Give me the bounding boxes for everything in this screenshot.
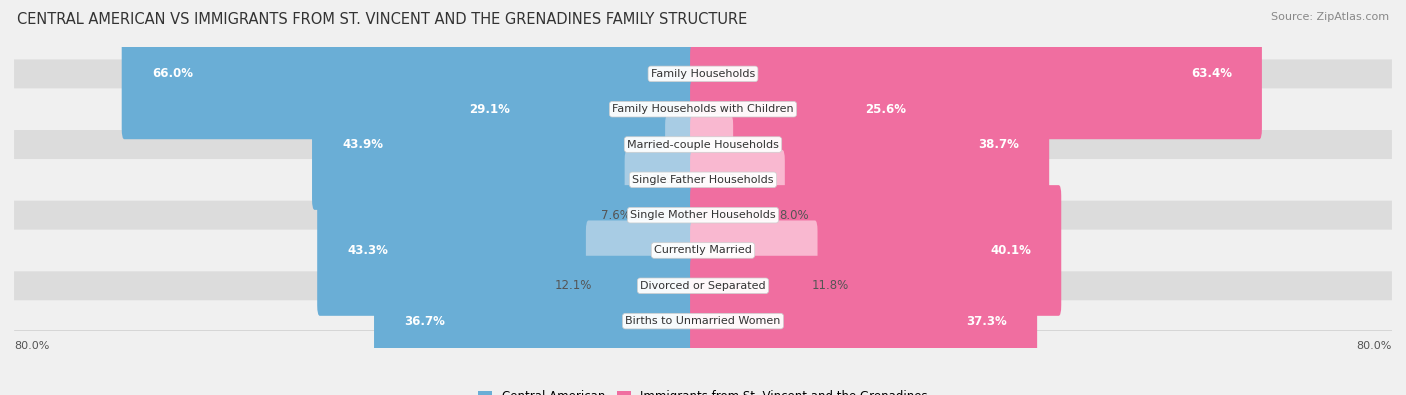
FancyBboxPatch shape bbox=[440, 44, 716, 175]
FancyBboxPatch shape bbox=[14, 166, 1392, 194]
FancyBboxPatch shape bbox=[318, 185, 716, 316]
Text: Single Mother Households: Single Mother Households bbox=[630, 210, 776, 220]
Text: 8.0%: 8.0% bbox=[779, 209, 808, 222]
FancyBboxPatch shape bbox=[586, 220, 716, 351]
FancyBboxPatch shape bbox=[14, 130, 1392, 159]
Text: 12.1%: 12.1% bbox=[554, 279, 592, 292]
FancyBboxPatch shape bbox=[14, 307, 1392, 336]
Text: 38.7%: 38.7% bbox=[979, 138, 1019, 151]
FancyBboxPatch shape bbox=[14, 59, 1392, 88]
Text: 43.3%: 43.3% bbox=[347, 244, 388, 257]
Text: 37.3%: 37.3% bbox=[966, 314, 1007, 327]
FancyBboxPatch shape bbox=[690, 220, 817, 351]
Text: CENTRAL AMERICAN VS IMMIGRANTS FROM ST. VINCENT AND THE GRENADINES FAMILY STRUCT: CENTRAL AMERICAN VS IMMIGRANTS FROM ST. … bbox=[17, 12, 747, 27]
Text: 80.0%: 80.0% bbox=[1357, 341, 1392, 351]
Text: 2.0%: 2.0% bbox=[727, 173, 756, 186]
FancyBboxPatch shape bbox=[690, 185, 1062, 316]
Text: 80.0%: 80.0% bbox=[14, 341, 49, 351]
Text: 29.1%: 29.1% bbox=[470, 103, 510, 116]
FancyBboxPatch shape bbox=[14, 201, 1392, 229]
Text: 11.8%: 11.8% bbox=[811, 279, 849, 292]
Text: Divorced or Separated: Divorced or Separated bbox=[640, 281, 766, 291]
FancyBboxPatch shape bbox=[374, 256, 716, 386]
FancyBboxPatch shape bbox=[690, 9, 1263, 139]
Text: Currently Married: Currently Married bbox=[654, 245, 752, 256]
FancyBboxPatch shape bbox=[14, 271, 1392, 300]
Text: 43.9%: 43.9% bbox=[342, 138, 384, 151]
Text: 63.4%: 63.4% bbox=[1191, 68, 1232, 81]
FancyBboxPatch shape bbox=[690, 44, 936, 175]
Text: Births to Unmarried Women: Births to Unmarried Women bbox=[626, 316, 780, 326]
Text: 36.7%: 36.7% bbox=[404, 314, 446, 327]
Text: Source: ZipAtlas.com: Source: ZipAtlas.com bbox=[1271, 12, 1389, 22]
FancyBboxPatch shape bbox=[122, 9, 716, 139]
Text: 25.6%: 25.6% bbox=[865, 103, 907, 116]
Text: Married-couple Households: Married-couple Households bbox=[627, 139, 779, 150]
Text: 2.9%: 2.9% bbox=[641, 173, 671, 186]
Text: Single Father Households: Single Father Households bbox=[633, 175, 773, 185]
Legend: Central American, Immigrants from St. Vincent and the Grenadines: Central American, Immigrants from St. Vi… bbox=[474, 385, 932, 395]
FancyBboxPatch shape bbox=[690, 115, 733, 245]
Text: 40.1%: 40.1% bbox=[990, 244, 1031, 257]
Text: 7.6%: 7.6% bbox=[600, 209, 631, 222]
FancyBboxPatch shape bbox=[665, 115, 716, 245]
Text: Family Households with Children: Family Households with Children bbox=[612, 104, 794, 114]
Text: 66.0%: 66.0% bbox=[152, 68, 193, 81]
FancyBboxPatch shape bbox=[690, 256, 1038, 386]
FancyBboxPatch shape bbox=[690, 79, 1049, 210]
FancyBboxPatch shape bbox=[14, 95, 1392, 124]
FancyBboxPatch shape bbox=[624, 150, 716, 280]
FancyBboxPatch shape bbox=[312, 79, 716, 210]
FancyBboxPatch shape bbox=[690, 150, 785, 280]
Text: Family Households: Family Households bbox=[651, 69, 755, 79]
FancyBboxPatch shape bbox=[14, 236, 1392, 265]
